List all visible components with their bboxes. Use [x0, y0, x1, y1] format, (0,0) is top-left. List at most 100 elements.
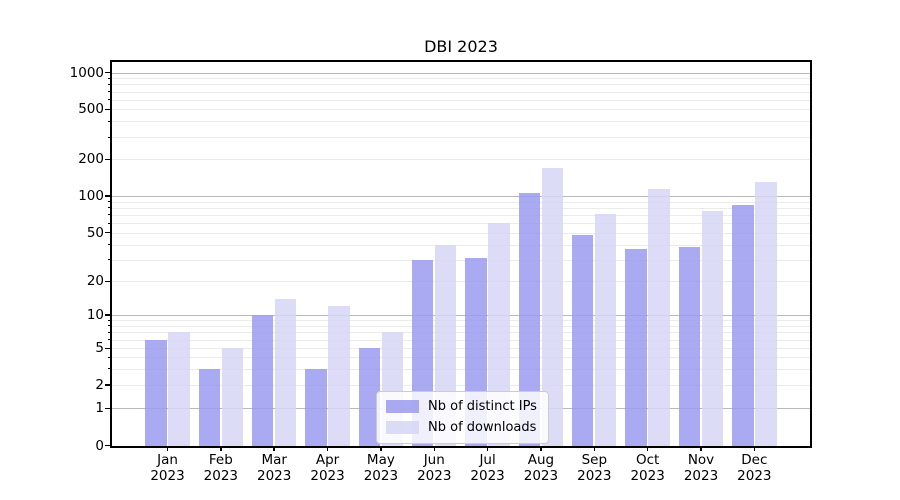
y-minor-tick-mark: [108, 368, 112, 370]
gridline-major: [112, 72, 810, 74]
y-tick-label: 200: [78, 151, 104, 168]
bar-distinct-ips: [198, 368, 221, 446]
x-tick-mark: [593, 446, 596, 451]
chart-title: DBI 2023: [424, 37, 498, 56]
x-tick-label: Jun 2023: [417, 452, 452, 484]
gridline-minor: [112, 244, 810, 246]
bar-distinct-ips: [145, 339, 167, 446]
bar-distinct-ips: [678, 247, 701, 446]
gridline-minor: [112, 159, 810, 161]
gridline-minor: [112, 348, 810, 350]
x-tick-mark: [166, 446, 169, 451]
legend-item-downloads: Nb of downloads: [386, 419, 537, 436]
gridline-major: [112, 196, 810, 197]
y-tick-mark: [105, 347, 112, 350]
y-minor-tick-mark: [108, 91, 112, 93]
legend-swatch-distinct-ips: [386, 400, 419, 413]
legend: Nb of distinct IPs Nb of downloads: [376, 391, 549, 444]
y-minor-tick-mark: [108, 319, 112, 321]
y-minor-tick-mark: [108, 259, 112, 261]
y-tick-mark: [105, 71, 112, 74]
bar-distinct-ips: [252, 315, 274, 446]
legend-label-downloads: Nb of downloads: [428, 420, 537, 435]
gridline-minor: [112, 84, 810, 86]
bar-distinct-ips: [358, 348, 381, 446]
x-tick-mark: [700, 446, 702, 451]
gridline-minor: [112, 223, 810, 225]
y-minor-tick-mark: [108, 222, 112, 224]
y-minor-tick-mark: [108, 339, 112, 341]
bar-downloads: [328, 306, 350, 446]
y-minor-tick-mark: [108, 356, 112, 358]
gridline-minor: [112, 121, 810, 123]
y-tick-label: 50: [86, 224, 104, 241]
gridline-minor: [112, 357, 810, 359]
bar-downloads: [275, 298, 297, 446]
y-tick-mark: [105, 444, 112, 447]
bar-downloads: [168, 332, 190, 446]
x-tick-label: Sep 2023: [577, 452, 612, 484]
y-tick-mark: [105, 384, 112, 386]
legend-item-distinct-ips: Nb of distinct IPs: [386, 398, 537, 415]
bar-downloads: [221, 348, 244, 446]
x-tick-mark: [380, 446, 382, 451]
gridline-minor: [112, 78, 810, 80]
y-tick-mark: [105, 280, 112, 283]
gridline-minor: [112, 332, 810, 334]
x-tick-mark: [753, 446, 756, 451]
y-minor-tick-mark: [108, 214, 112, 216]
x-tick-mark: [326, 446, 329, 451]
gridline-major: [112, 315, 810, 316]
y-tick-label: 1: [95, 400, 104, 417]
bar-downloads: [541, 167, 564, 446]
y-minor-tick-mark: [108, 120, 112, 122]
x-tick-label: Apr 2023: [310, 452, 345, 484]
y-tick-label: 1000: [69, 64, 104, 81]
x-tick-label: May 2023: [363, 452, 399, 484]
y-minor-tick-mark: [108, 201, 112, 203]
bar-downloads: [701, 211, 724, 446]
bar-downloads: [755, 182, 777, 446]
y-minor-tick-mark: [108, 99, 112, 101]
y-tick-mark: [105, 195, 112, 197]
x-tick-label: Jul 2023: [470, 452, 505, 484]
gridline-minor: [112, 91, 810, 93]
bar-downloads: [488, 223, 510, 446]
plot-area: Nb of distinct IPs Nb of downloads: [110, 60, 812, 448]
x-tick-mark: [433, 446, 435, 451]
y-tick-mark: [105, 231, 112, 234]
legend-label-distinct-ips: Nb of distinct IPs: [428, 399, 537, 414]
gridline-minor: [112, 214, 810, 216]
x-tick-label: Nov 2023: [683, 452, 719, 484]
bar-downloads: [595, 214, 617, 446]
gridline-minor: [112, 137, 810, 139]
x-tick-mark: [273, 446, 275, 451]
y-tick-label: 100: [78, 188, 104, 204]
y-minor-tick-mark: [108, 331, 112, 333]
y-tick-label: 10: [86, 307, 104, 323]
bar-distinct-ips: [732, 204, 754, 446]
gridline-minor: [112, 281, 810, 283]
bar-distinct-ips: [625, 248, 647, 446]
y-minor-tick-mark: [108, 244, 112, 246]
y-minor-tick-mark: [108, 207, 112, 209]
x-tick-label: Mar 2023: [257, 452, 292, 484]
gridline-minor: [112, 207, 810, 209]
x-tick-label: Oct 2023: [630, 452, 665, 484]
bar-downloads: [648, 188, 670, 446]
y-minor-tick-mark: [108, 83, 112, 85]
gridline-minor: [112, 201, 810, 203]
gridline-minor: [112, 339, 810, 341]
bar-distinct-ips: [518, 193, 541, 446]
x-tick-label: Aug 2023: [523, 452, 559, 484]
y-tick-label: 5: [95, 340, 104, 357]
y-tick-mark: [105, 108, 112, 111]
y-tick-label: 0: [95, 437, 104, 454]
gridline-minor: [112, 109, 810, 111]
gridline-minor: [112, 325, 810, 327]
gridline-minor: [112, 320, 810, 322]
legend-swatch-downloads: [386, 421, 419, 434]
bar-distinct-ips: [305, 368, 327, 446]
y-minor-tick-mark: [108, 325, 112, 327]
